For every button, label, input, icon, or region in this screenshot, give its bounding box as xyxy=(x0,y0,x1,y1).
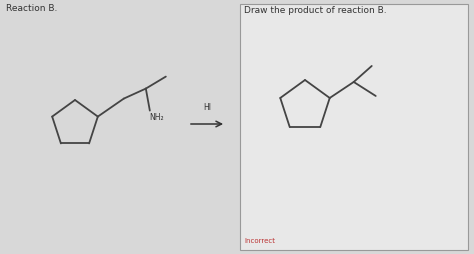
Text: NH₂: NH₂ xyxy=(149,113,164,122)
Text: HI: HI xyxy=(203,103,211,112)
Text: Draw the product of reaction B.: Draw the product of reaction B. xyxy=(244,6,387,15)
Text: Reaction B.: Reaction B. xyxy=(6,4,57,13)
Text: Incorrect: Incorrect xyxy=(244,238,275,244)
Bar xyxy=(240,4,468,250)
